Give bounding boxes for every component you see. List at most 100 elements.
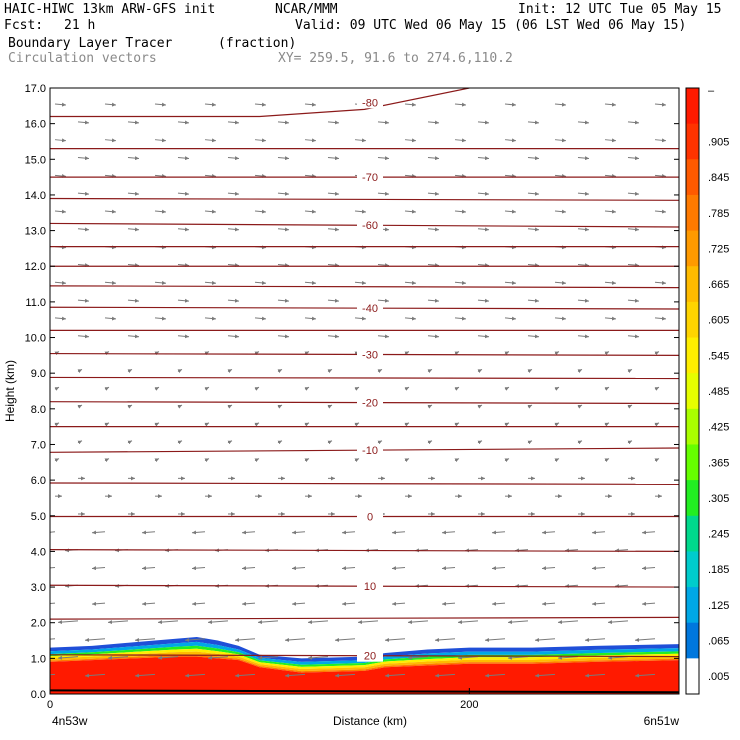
- vector-arrow: [554, 138, 567, 143]
- vector-arrow: [127, 263, 140, 268]
- vector-arrow: [327, 191, 340, 196]
- contour-label: -80: [362, 97, 378, 109]
- vector-arrow: [384, 673, 406, 678]
- vector-arrow: [77, 263, 90, 268]
- vector-arrow: [434, 673, 456, 678]
- vector-arrow: [377, 368, 383, 373]
- vector-arrow: [441, 530, 456, 535]
- vector-arrow: [377, 156, 390, 161]
- contour-line: [50, 88, 470, 118]
- y-tick-label: 8.0: [31, 404, 46, 416]
- vector-arrow: [527, 334, 540, 339]
- colorbar-label: .125: [708, 600, 729, 612]
- vector-arrow: [184, 673, 206, 678]
- colorbar-swatch: [686, 444, 699, 481]
- y-tick-label: 17.0: [25, 83, 46, 95]
- vector-arrow: [304, 209, 317, 214]
- org-label: NCAR/MMM: [275, 2, 338, 17]
- vector-arrow: [654, 422, 660, 427]
- vector-arrow: [614, 583, 629, 588]
- vector-arrow: [334, 637, 356, 642]
- vector-arrow: [577, 120, 590, 125]
- vector-arrow: [404, 280, 417, 285]
- vector-arrow: [304, 280, 317, 285]
- vector-arrow: [541, 566, 556, 571]
- contour-label: -10: [362, 445, 378, 457]
- vector-arrow: [504, 316, 517, 321]
- vector-arrow: [104, 209, 117, 214]
- colorbar-swatch: [686, 408, 699, 445]
- vector-arrow: [407, 620, 429, 625]
- vector-arrow: [304, 102, 317, 107]
- vector-arrow: [177, 334, 190, 339]
- vector-arrow: [477, 298, 490, 303]
- vector-arrow: [504, 138, 517, 143]
- x-axis-label: Distance (km): [333, 714, 407, 728]
- colorbar-label: .365: [708, 457, 729, 469]
- colorbar-label: .065: [708, 636, 729, 648]
- contour-label: 0: [367, 511, 373, 523]
- vector-arrow: [454, 173, 467, 178]
- vector-arrow: [354, 209, 367, 214]
- vector-arrow: [54, 280, 67, 285]
- axes: 0.0 1.0 2.0 3.0 4.0 5.0 6.0 7.0 8.0 9.0 10.0 11.0 12…: [25, 83, 679, 711]
- vector-arrow: [204, 351, 210, 356]
- vector-arrow: [177, 156, 190, 161]
- vector-arrow: [57, 620, 79, 625]
- colorbar-swatch: [686, 230, 699, 267]
- circulation-vectors: [50, 102, 667, 678]
- vector-arrow: [654, 458, 660, 463]
- vector-arrow: [491, 566, 506, 571]
- vector-arrow: [54, 458, 60, 463]
- vector-arrow: [384, 637, 406, 642]
- vector-arrow: [627, 263, 640, 268]
- vector-arrow: [84, 637, 106, 642]
- contour-line: [50, 376, 679, 380]
- vector-arrow: [377, 191, 390, 196]
- vector-arrow: [527, 368, 533, 373]
- vector-arrow: [404, 351, 410, 356]
- vector-arrow: [484, 673, 506, 678]
- vector-arrow: [304, 386, 310, 391]
- colorbar-swatch: [686, 480, 699, 517]
- vector-arrow: [304, 316, 317, 321]
- vector-arrow: [154, 209, 167, 214]
- vector-arrow: [227, 404, 233, 409]
- vector-arrow: [241, 601, 256, 606]
- vector-arrow: [50, 673, 56, 676]
- vector-arrow: [104, 458, 110, 463]
- vector-arrow: [564, 548, 579, 553]
- vector-arrow: [577, 334, 590, 339]
- cross-section-coords: XY= 259.5, 91.6 to 274.6,110.2: [278, 51, 513, 66]
- vector-arrow: [54, 209, 67, 214]
- vector-arrow: [154, 422, 160, 427]
- vector-arrow: [504, 458, 510, 463]
- y-tick-label: 12.0: [25, 261, 46, 273]
- vector-arrow: [627, 156, 640, 161]
- x-end-label: 6n51w: [644, 714, 680, 728]
- y-tick-label: 3.0: [31, 582, 46, 594]
- vector-arrow: [557, 620, 579, 625]
- contour-label: -20: [362, 398, 378, 410]
- vector-arrow: [50, 602, 56, 604]
- vector-arrow: [284, 673, 306, 678]
- vector-arrow: [441, 566, 456, 571]
- y-tick-label: 0.0: [31, 689, 46, 701]
- vector-arrow: [191, 530, 206, 535]
- vector-arrow: [354, 458, 360, 463]
- vector-arrow: [454, 102, 467, 107]
- vector-arrow: [527, 404, 533, 409]
- field-name: Boundary Layer Tracer: [8, 36, 173, 51]
- vector-arrow: [50, 531, 56, 533]
- vector-arrow: [327, 156, 340, 161]
- vector-arrow: [504, 386, 510, 391]
- vector-arrow: [654, 209, 667, 214]
- vector-arrow: [534, 673, 556, 678]
- vector-arrow: [307, 620, 329, 625]
- colorbar-label: .425: [708, 422, 729, 434]
- y-tick-label: 14.0: [25, 190, 46, 202]
- vector-arrow: [104, 386, 110, 391]
- contour-label: 20: [364, 651, 376, 663]
- vector-arrow: [554, 386, 560, 391]
- vector-arrow: [154, 316, 167, 321]
